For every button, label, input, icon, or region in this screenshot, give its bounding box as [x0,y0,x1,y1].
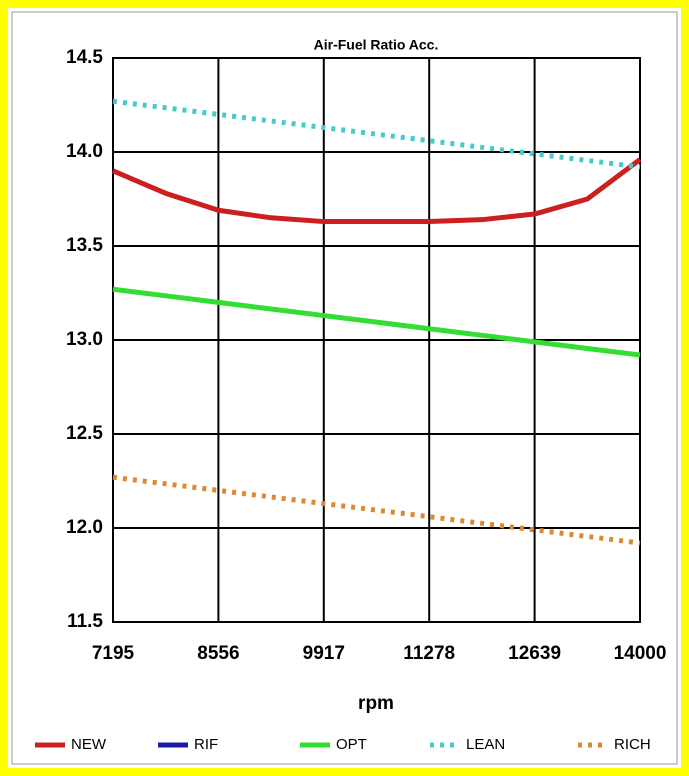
series-line [112,98,641,170]
legend-label: NEW [71,736,107,753]
x-tick-label: 11278 [403,643,455,664]
x-tick-label: 8556 [197,643,239,664]
legend-label: LEAN [466,736,505,753]
y-tick-label: 14.5 [66,47,103,68]
y-tick-label: 13.0 [66,329,103,350]
inner-frame [11,11,678,765]
legend-label: OPT [336,736,367,753]
x-tick-label: 9917 [303,643,345,664]
x-tick-label: 7195 [92,643,135,664]
legend-label: RIF [194,736,218,753]
y-tick-label: 14.0 [66,141,103,162]
y-tick-label: 12.0 [66,517,103,538]
y-tick-label: 13.5 [66,235,103,256]
series-line [112,286,641,358]
series-line [112,474,641,546]
legend-label: RICH [614,736,651,753]
series-line [112,157,642,225]
chart-title: Air-Fuel Ratio Acc. [314,37,439,53]
x-tick-label: 12639 [508,643,561,664]
y-tick-label: 11.5 [67,611,103,632]
x-tick-label: 14000 [614,643,667,664]
y-tick-label: 12.5 [66,423,103,444]
x-axis-label: rpm [358,693,394,714]
